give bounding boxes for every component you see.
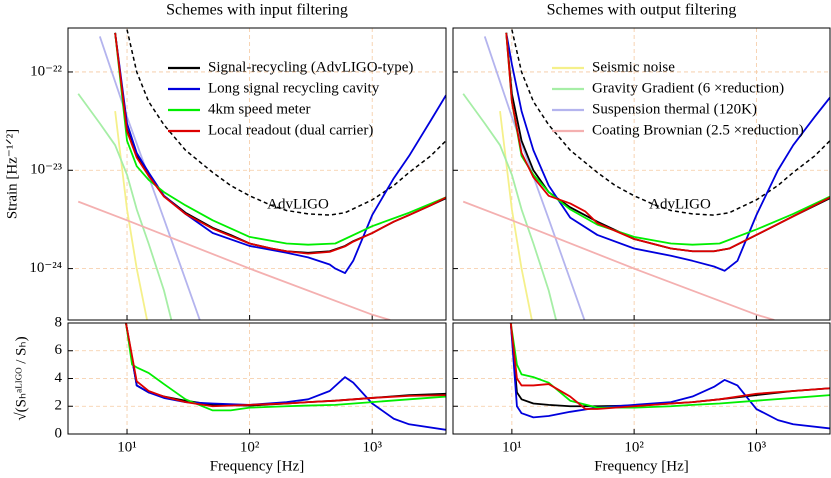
- series-line: [505, 32, 830, 253]
- y-tick-label: 10⁻²³: [30, 162, 62, 178]
- chart-title: Schemes with output filtering: [547, 2, 737, 19]
- y-tick-label: 4: [55, 370, 63, 386]
- series-line: [509, 323, 830, 409]
- legend-label: 4km speed meter: [208, 101, 310, 117]
- x-axis-label: Frequency [Hz]: [594, 458, 689, 474]
- plot-frame: [67, 27, 447, 321]
- y-tick-label: 2: [55, 398, 63, 414]
- series-line: [77, 93, 173, 320]
- annotation: AdvLIGO: [649, 196, 711, 212]
- series-line: [77, 200, 391, 320]
- legend-label: Signal-recycling (AdvLIGO-type): [208, 59, 413, 75]
- chart-title: Schemes with input filtering: [166, 2, 348, 19]
- x-tick-label: 10¹: [117, 439, 137, 455]
- legend-label: Suspension thermal (120K): [592, 101, 757, 117]
- plot-area: [462, 29, 830, 320]
- legend-label: Gravity Gradient (6 ×reduction): [592, 80, 784, 96]
- series-line: [499, 110, 533, 320]
- series-line: [511, 29, 830, 216]
- y-axis-label: √(Sₕᵃᴸᴵᴳᴼ / Sₕ): [13, 336, 29, 420]
- y-tick-label: 6: [55, 342, 63, 358]
- series-line: [483, 36, 586, 320]
- legend-label: Long signal recycling cavity: [208, 80, 380, 96]
- y-tick-label: 8: [55, 314, 63, 330]
- y-axis-label: Strain [Hz⁻¹ᐟ²]: [4, 129, 20, 219]
- x-tick-label: 10²: [624, 439, 644, 455]
- series-line: [125, 323, 446, 407]
- x-tick-label: 10¹: [502, 439, 522, 455]
- x-tick-label: 10²: [240, 439, 260, 455]
- legend-label: Local readout (dual carrier): [208, 122, 373, 138]
- series-line: [114, 32, 446, 255]
- series-line: [509, 323, 830, 408]
- annotation: AdvLIGO: [267, 196, 329, 212]
- plot-area: [509, 323, 830, 430]
- legend-label: Seismic noise: [592, 59, 675, 75]
- y-tick-label: 0: [55, 425, 63, 441]
- y-tick-label: 10⁻²²: [30, 63, 62, 79]
- series-line: [462, 93, 557, 320]
- plot-area: [125, 323, 446, 431]
- series-line: [505, 32, 830, 272]
- series-line: [114, 32, 446, 274]
- series-line: [125, 323, 446, 412]
- x-tick-label: 10³: [747, 439, 767, 455]
- plot-frame: [67, 322, 447, 435]
- series-line: [509, 323, 830, 410]
- x-tick-label: 10³: [362, 439, 382, 455]
- plot-area: [77, 29, 446, 320]
- plot-frame: [452, 322, 831, 435]
- series-line: [462, 200, 775, 320]
- series-line: [98, 36, 201, 320]
- y-tick-label: 10⁻²⁴: [29, 260, 62, 276]
- plot-frame: [452, 27, 831, 321]
- series-line: [509, 323, 830, 430]
- series-line: [125, 323, 446, 408]
- legend-label: Coating Brownian (2.5 ×reduction): [592, 122, 804, 138]
- series-line: [125, 323, 446, 431]
- x-axis-label: Frequency [Hz]: [210, 458, 305, 474]
- series-line: [126, 29, 446, 216]
- series-line: [114, 32, 446, 246]
